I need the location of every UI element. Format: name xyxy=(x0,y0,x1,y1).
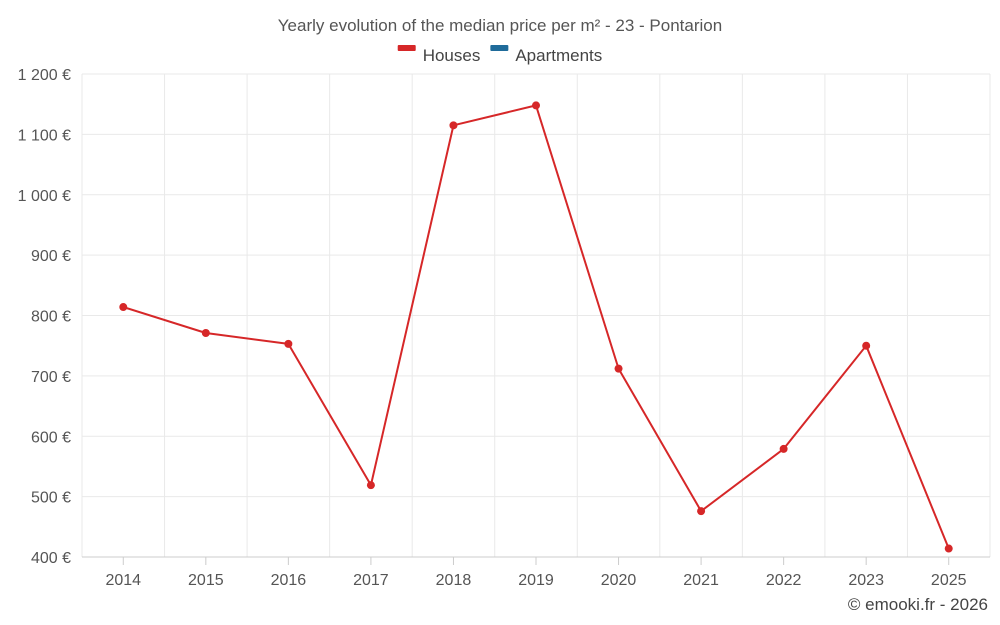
y-tick-label: 900 € xyxy=(31,248,71,265)
legend-item-apartments[interactable]: Apartments xyxy=(490,45,602,65)
legend: Houses Apartments xyxy=(397,45,602,65)
y-tick-label: 600 € xyxy=(31,429,71,446)
x-tick-label: 2015 xyxy=(188,572,224,589)
x-tick-label: 2016 xyxy=(271,572,307,589)
legend-label: Apartments xyxy=(515,46,602,65)
x-tick-label: 2023 xyxy=(848,572,884,589)
data-point-houses[interactable] xyxy=(697,507,706,516)
x-tick-label: 2022 xyxy=(766,572,802,589)
x-tick-label: 2014 xyxy=(105,572,141,589)
x-tick-label: 2018 xyxy=(436,572,472,589)
y-tick-label: 1 200 € xyxy=(18,67,71,84)
x-tick-label: 2017 xyxy=(353,572,389,589)
y-tick-label: 500 € xyxy=(31,490,71,507)
data-point-houses[interactable] xyxy=(614,364,623,373)
credit-text: © emooki.fr - 2026 xyxy=(848,595,988,614)
legend-item-houses[interactable]: Houses xyxy=(397,45,481,65)
x-tick-label: 2020 xyxy=(601,572,637,589)
y-tick-label: 1 000 € xyxy=(18,188,71,205)
data-point-houses[interactable] xyxy=(284,339,293,348)
data-point-houses[interactable] xyxy=(201,329,210,338)
x-tick-label: 2021 xyxy=(683,572,719,589)
x-tick-label: 2019 xyxy=(518,572,554,589)
data-point-houses[interactable] xyxy=(119,303,128,312)
y-tick-label: 1 100 € xyxy=(18,127,71,144)
data-point-houses[interactable] xyxy=(532,101,540,110)
data-point-houses[interactable] xyxy=(779,444,788,453)
legend-swatch xyxy=(397,45,416,51)
grid xyxy=(81,73,991,557)
x-tick-label: 2025 xyxy=(931,572,967,589)
y-tick-label: 400 € xyxy=(31,550,71,567)
legend-label: Houses xyxy=(423,46,481,65)
series-layer xyxy=(119,101,953,553)
data-point-houses[interactable] xyxy=(449,121,458,130)
data-point-houses[interactable] xyxy=(862,341,871,350)
y-tick-label: 700 € xyxy=(31,369,71,386)
axes: 1 200 € 1 100 € 1 000 € 900 € 800 € 700 € 600 … xyxy=(18,67,990,589)
legend-swatch xyxy=(490,45,509,51)
chart-title: Yearly evolution of the median price per… xyxy=(278,16,722,35)
data-point-houses[interactable] xyxy=(944,544,953,553)
data-point-houses[interactable] xyxy=(366,481,375,490)
y-tick-label: 800 € xyxy=(31,309,71,326)
